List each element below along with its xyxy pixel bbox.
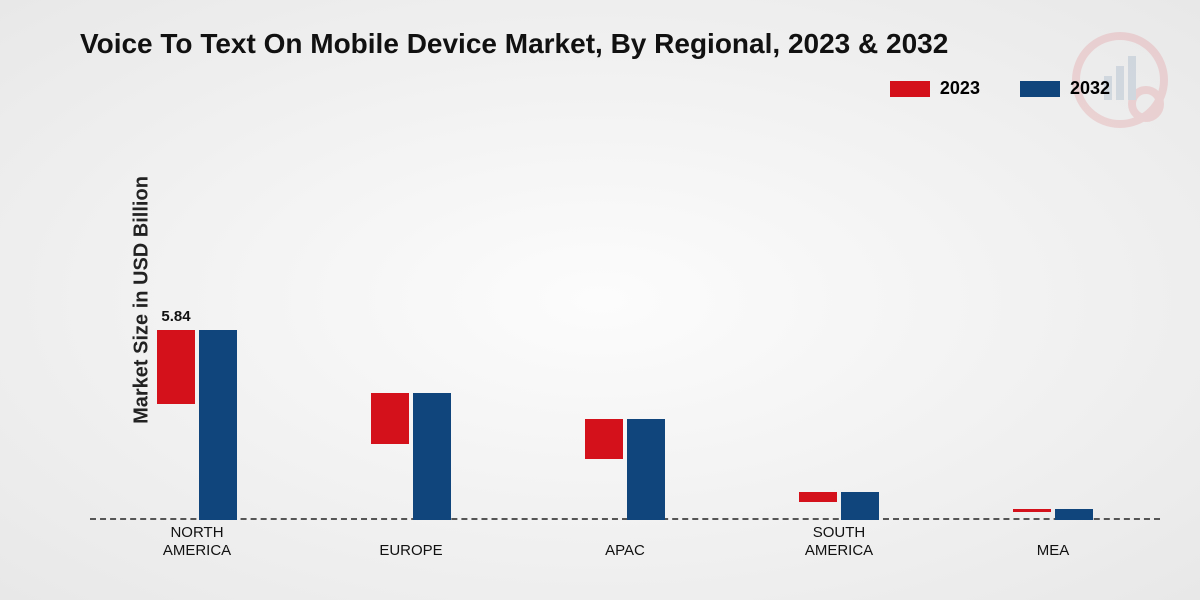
x-label-sa: SOUTHAMERICA bbox=[774, 524, 904, 560]
legend-swatch-2023 bbox=[890, 81, 930, 97]
legend-label-2032: 2032 bbox=[1070, 78, 1110, 99]
legend-item-2032: 2032 bbox=[1020, 78, 1110, 99]
bar-eu-2023 bbox=[371, 393, 409, 444]
bar-na-2032 bbox=[199, 330, 237, 520]
bar-mea-2032 bbox=[1055, 509, 1093, 520]
legend-item-2023: 2023 bbox=[890, 78, 980, 99]
legend: 2023 2032 bbox=[890, 78, 1110, 99]
chart-title: Voice To Text On Mobile Device Market, B… bbox=[80, 28, 948, 60]
bar-group-na: 5.84 bbox=[137, 330, 257, 520]
bar-sa-2023 bbox=[799, 492, 837, 502]
bar-group-apac bbox=[565, 419, 685, 520]
bar-value-label: 5.84 bbox=[157, 308, 195, 325]
legend-swatch-2032 bbox=[1020, 81, 1060, 97]
bar-group-eu bbox=[351, 393, 471, 520]
bar-apac-2032 bbox=[627, 419, 665, 520]
bar-group-sa bbox=[779, 492, 899, 520]
x-label-na: NORTHAMERICA bbox=[132, 524, 262, 560]
bar-sa-2032 bbox=[841, 492, 879, 520]
x-label-mea: MEA bbox=[988, 542, 1118, 560]
bar-apac-2023 bbox=[585, 419, 623, 460]
bar-mea-2023 bbox=[1013, 509, 1051, 513]
bar-eu-2032 bbox=[413, 393, 451, 520]
bar-na-2023: 5.84 bbox=[157, 330, 195, 404]
bar-group-mea bbox=[993, 509, 1113, 520]
x-label-eu: EUROPE bbox=[346, 542, 476, 560]
legend-label-2023: 2023 bbox=[940, 78, 980, 99]
x-label-apac: APAC bbox=[560, 542, 690, 560]
plot-area: 5.84 bbox=[90, 140, 1160, 520]
